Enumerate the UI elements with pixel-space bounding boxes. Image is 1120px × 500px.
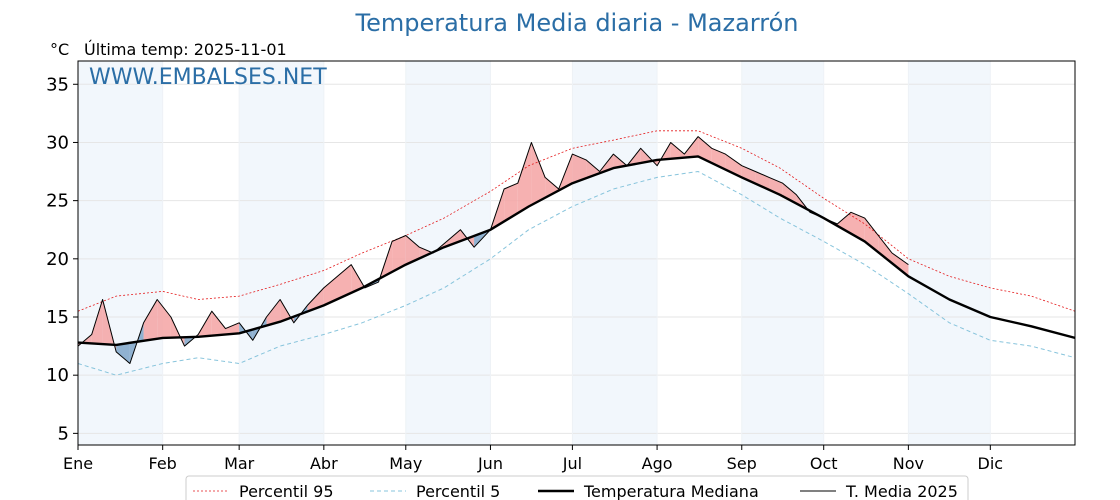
fill-above-median: [392, 235, 406, 272]
fill-above-median: [684, 136, 699, 158]
series-line: [77, 136, 909, 364]
watermark: WWW.EMBALSES.NET: [89, 65, 327, 90]
legend-label: Percentil 5: [416, 482, 500, 500]
grid-lines: [77, 61, 1075, 445]
x-axis: Ene Feb Mar Abr May Jun Jul Ago Sep Oct Nov Dic: [63, 445, 1003, 473]
month-band: [78, 61, 163, 445]
fill-above-median: [266, 299, 281, 326]
fill-above-median: [851, 212, 865, 242]
y-tick-label: 15: [46, 307, 69, 328]
x-tick-label: Nov: [893, 454, 924, 473]
fill-above-median: [91, 299, 103, 345]
fill-above-median: [337, 264, 352, 300]
fill-below-median: [116, 342, 130, 364]
fill-above-median: [837, 212, 851, 234]
y-tick-label: 35: [46, 74, 69, 95]
fill-above-median: [698, 136, 712, 163]
y-tick-label: 30: [46, 132, 69, 153]
fill-above-median: [211, 311, 226, 336]
y-tick-label: 5: [58, 423, 69, 444]
fill-above-median: [405, 235, 420, 265]
chart-title: Temperatura Media diaria - Mazarrón: [354, 9, 798, 37]
x-tick-label: May: [389, 454, 422, 473]
x-tick-label: Jul: [562, 454, 582, 473]
unit-label: °C: [50, 40, 69, 59]
fill-above-median: [725, 154, 742, 178]
fill-above-median: [782, 183, 797, 204]
y-axis: 5 10 15 20 25 30 35: [46, 74, 78, 444]
x-tick-label: Dic: [978, 454, 1004, 473]
series-line: [77, 155, 1076, 347]
last-temp-label: Última temp: 2025-11-01: [84, 40, 287, 59]
y-tick-label: 10: [46, 365, 69, 386]
fill-above-median: [878, 235, 892, 264]
fill-above-median: [157, 299, 171, 339]
fill-above-median: [351, 264, 365, 293]
x-tick-label: Oct: [810, 454, 838, 473]
month-band: [741, 61, 824, 445]
x-tick-label: Jun: [477, 454, 503, 473]
month-bands: [78, 61, 991, 445]
fill-above-median: [225, 322, 240, 335]
fill-above-median: [531, 142, 546, 205]
legend: Percentil 95 Percentil 5 Temperatura Media…: [185, 475, 969, 500]
y-tick-label: 25: [46, 191, 69, 212]
legend-label: Temperatura Mediana: [583, 482, 759, 500]
fill-above-median: [545, 177, 559, 198]
fill-above-median: [670, 142, 685, 159]
x-tick-label: Feb: [149, 454, 177, 473]
series-line: [77, 171, 1076, 376]
fill-above-median: [892, 253, 909, 277]
legend-label: T. Media 2025: [845, 482, 958, 500]
month-band: [239, 61, 324, 445]
y-tick-label: 20: [46, 249, 69, 270]
series-lines: [77, 130, 1076, 376]
x-tick-label: Ene: [63, 454, 93, 473]
x-tick-label: Ago: [642, 454, 673, 473]
fill-above-median: [143, 299, 158, 341]
fill-above-median: [572, 154, 587, 184]
fill-above-median: [517, 142, 532, 214]
series-line: [77, 130, 1076, 312]
month-band: [908, 61, 991, 445]
legend-frame: [185, 475, 969, 500]
fill-above-median: [323, 276, 338, 306]
x-tick-label: Abr: [310, 454, 338, 473]
legend-label: Percentil 95: [239, 482, 334, 500]
plot-frame: [77, 60, 1076, 446]
fill-above-median: [504, 183, 518, 222]
x-tick-label: Sep: [727, 454, 757, 473]
fill-above-median: [307, 287, 324, 312]
x-tick-label: Mar: [224, 454, 255, 473]
month-band: [572, 61, 658, 445]
